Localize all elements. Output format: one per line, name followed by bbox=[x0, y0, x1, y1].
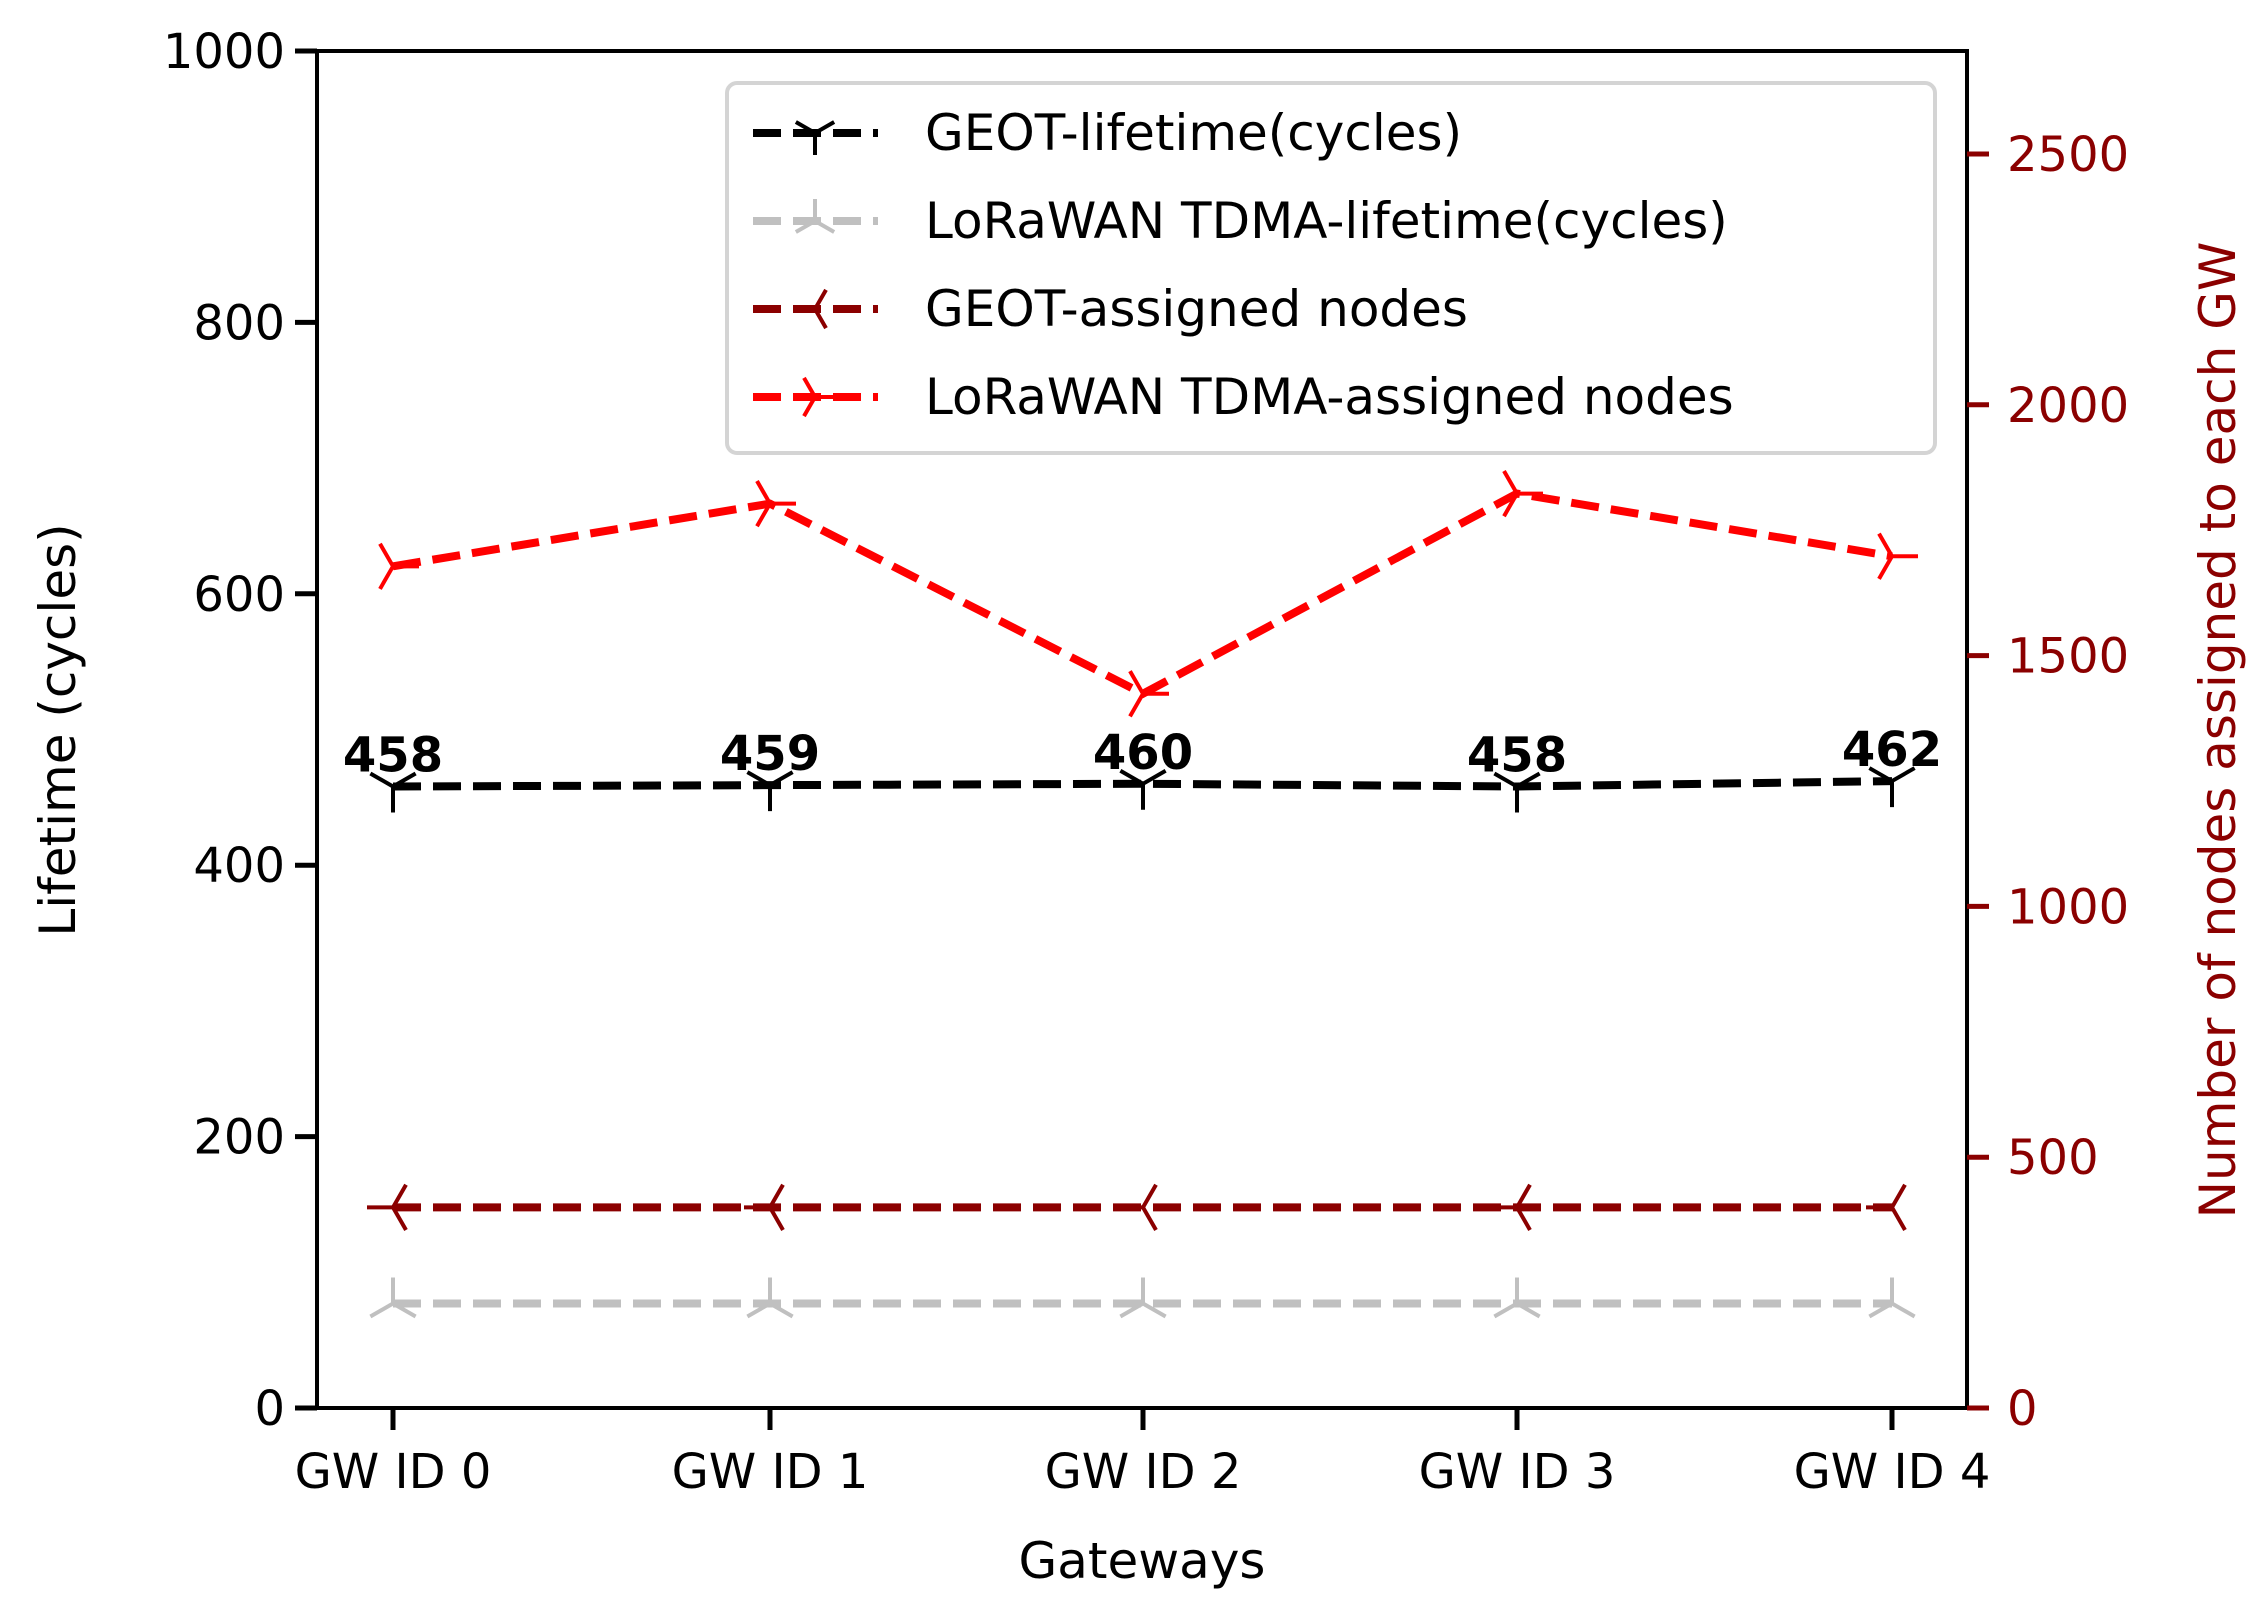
data-label: 460 bbox=[1093, 725, 1193, 781]
y-right-tick-label: 2500 bbox=[2007, 127, 2129, 183]
data-point bbox=[1868, 766, 1916, 808]
legend-marker bbox=[802, 376, 837, 418]
legend-label: GEOT-lifetime(cycles) bbox=[925, 104, 1462, 162]
series-2 bbox=[367, 1183, 1907, 1231]
data-label: 458 bbox=[1467, 727, 1567, 783]
data-point bbox=[1877, 532, 1918, 580]
data-point bbox=[378, 542, 419, 590]
legend-marker bbox=[794, 199, 836, 234]
data-label: 458 bbox=[343, 727, 443, 783]
legend-item: GEOT-lifetime(cycles) bbox=[753, 104, 1462, 162]
legend-item: LoRaWAN TDMA-assigned nodes bbox=[753, 368, 1734, 426]
x-tick-label: GW ID 0 bbox=[295, 1444, 492, 1500]
y-tick-label: 200 bbox=[193, 1110, 285, 1166]
x-tick-label: GW ID 4 bbox=[1794, 1444, 1991, 1500]
x-tick-label: GW ID 1 bbox=[672, 1444, 869, 1500]
data-point bbox=[1491, 1183, 1532, 1231]
data-point bbox=[1119, 1277, 1167, 1319]
data-point bbox=[1493, 1277, 1541, 1319]
x-tick-label: GW ID 3 bbox=[1419, 1444, 1616, 1500]
legend-label: GEOT-assigned nodes bbox=[925, 280, 1468, 338]
series-line bbox=[392, 489, 1893, 699]
legend-item: LoRaWAN TDMA-lifetime(cycles) bbox=[753, 192, 1728, 250]
y-axis-label: Lifetime (cycles) bbox=[29, 523, 87, 936]
legend-marker bbox=[793, 288, 828, 330]
data-point bbox=[755, 479, 796, 528]
data-point bbox=[367, 1183, 408, 1231]
legend-label: LoRaWAN TDMA-assigned nodes bbox=[925, 368, 1734, 426]
legend-box bbox=[725, 81, 1937, 455]
y-tick-label: 0 bbox=[254, 1381, 285, 1437]
legend-item: GEOT-assigned nodes bbox=[753, 280, 1468, 338]
legend-marker bbox=[794, 120, 836, 155]
x-tick-label: GW ID 2 bbox=[1045, 1444, 1242, 1500]
y-tick-label: 1000 bbox=[163, 24, 285, 80]
data-label: 462 bbox=[1842, 722, 1942, 778]
y-right-tick-label: 500 bbox=[2007, 1130, 2099, 1186]
data-point bbox=[369, 1277, 417, 1319]
data-point bbox=[744, 1183, 785, 1231]
y-right-tick-label: 2000 bbox=[2007, 378, 2129, 434]
series-1 bbox=[369, 1277, 1916, 1319]
data-point bbox=[1119, 769, 1167, 810]
series-3 bbox=[378, 469, 1918, 718]
data-point bbox=[1868, 1277, 1916, 1319]
legend-label: LoRaWAN TDMA-lifetime(cycles) bbox=[925, 192, 1728, 250]
data-point bbox=[746, 770, 794, 812]
data-point bbox=[746, 1277, 794, 1319]
data-point bbox=[1128, 670, 1169, 718]
y-axis-right-label: Number of nodes assigned to each GW bbox=[2189, 242, 2247, 1219]
series-0: 458 459 460 458 462 bbox=[343, 722, 1942, 813]
data-point bbox=[1117, 1183, 1158, 1231]
y-right-tick-label: 1500 bbox=[2007, 629, 2129, 685]
y-tick-label: 800 bbox=[193, 295, 285, 351]
data-point bbox=[1493, 771, 1541, 813]
x-axis-label: Gateways bbox=[1019, 1532, 1266, 1590]
data-label: 459 bbox=[720, 726, 820, 782]
y-tick-label: 400 bbox=[193, 838, 285, 894]
data-point bbox=[1866, 1183, 1907, 1231]
y-right-tick-label: 0 bbox=[2007, 1381, 2038, 1437]
y-tick-label: 600 bbox=[193, 567, 285, 623]
series-line bbox=[392, 777, 1893, 791]
legend: GEOT-lifetime(cycles) LoRaWAN TDMA-lifeti… bbox=[725, 81, 1937, 455]
data-point bbox=[1502, 469, 1543, 518]
data-point bbox=[369, 771, 417, 813]
y-right-tick-label: 1000 bbox=[2007, 879, 2129, 935]
